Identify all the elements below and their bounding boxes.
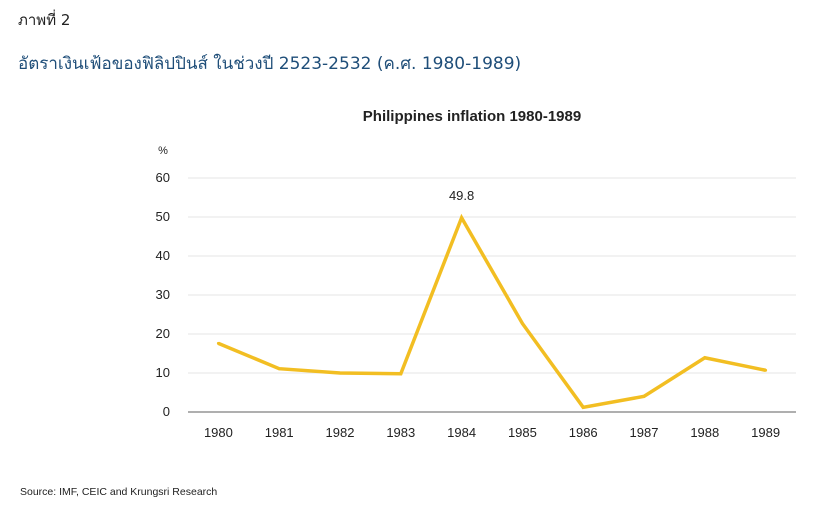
y-tick-label: 10 <box>156 365 170 380</box>
data-point <box>642 394 646 398</box>
y-axis-unit-label: % <box>158 145 168 157</box>
line-chart: Philippines inflation 1980-1989 % 0 10 20 3… <box>156 108 796 440</box>
annotations: 49.8 <box>449 188 474 203</box>
x-axis-ticks: 1980 1981 1982 1983 1984 1985 1986 1987 1988 1989 <box>204 425 780 440</box>
x-tick-label: 1984 <box>447 425 476 440</box>
y-tick-label: 30 <box>156 287 170 302</box>
data-point <box>520 321 524 325</box>
figure-title: อัตราเงินเฟ้อของฟิลิปปินส์ ในช่วงปี 2523… <box>18 54 522 74</box>
data-point <box>581 405 585 409</box>
y-axis-ticks: 0 10 20 30 40 50 60 <box>156 170 170 419</box>
data-point <box>764 368 768 372</box>
data-point <box>216 341 220 345</box>
x-tick-label: 1982 <box>326 425 355 440</box>
figure-label: ภาพที่ 2 <box>18 11 71 29</box>
series-group <box>216 213 768 410</box>
data-point <box>703 356 707 360</box>
chart-title: Philippines inflation 1980-1989 <box>363 108 581 125</box>
x-tick-label: 1988 <box>690 425 719 440</box>
grid-lines <box>188 177 796 413</box>
data-point <box>460 216 464 220</box>
x-tick-label: 1980 <box>204 425 233 440</box>
x-tick-label: 1986 <box>569 425 598 440</box>
y-tick-label: 60 <box>156 170 170 185</box>
data-label: 49.8 <box>449 188 474 203</box>
x-tick-label: 1981 <box>265 425 294 440</box>
x-tick-label: 1985 <box>508 425 537 440</box>
y-tick-label: 20 <box>156 326 170 341</box>
chart-container: Philippines inflation 1980-1989 % 0 10 20 3… <box>0 90 840 470</box>
y-tick-label: 50 <box>156 209 170 224</box>
x-tick-label: 1987 <box>630 425 659 440</box>
y-tick-label: 40 <box>156 248 170 263</box>
x-tick-label: 1983 <box>386 425 415 440</box>
data-point <box>399 372 403 376</box>
x-tick-label: 1989 <box>751 425 780 440</box>
source-note: Source: IMF, CEIC and Krungsri Research <box>20 486 218 498</box>
data-point <box>277 367 281 371</box>
data-point <box>338 371 342 375</box>
y-tick-label: 0 <box>163 404 170 419</box>
series-line <box>217 213 766 410</box>
